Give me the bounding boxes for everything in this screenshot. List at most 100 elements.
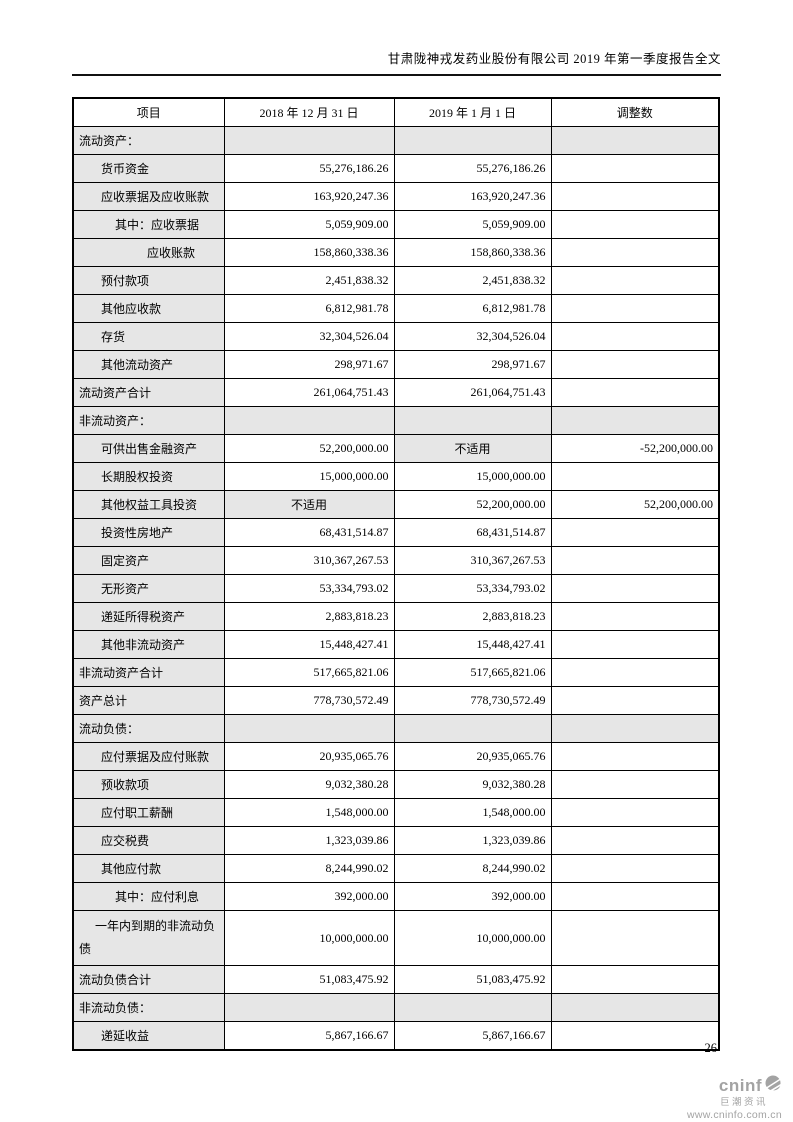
adjustment-value <box>550 210 720 239</box>
value-2019-01-01: 51,083,475.92 <box>393 965 552 994</box>
table-row: 非流动资产合计 517,665,821.06 517,665,821.06 <box>72 658 720 687</box>
item-label: 其他流动资产 <box>72 350 225 379</box>
adjustment-value <box>550 826 720 855</box>
value-2019-01-01: 15,000,000.00 <box>393 462 552 491</box>
item-label: 流动资产合计 <box>72 378 225 407</box>
item-label: 应交税费 <box>72 826 225 855</box>
adjustment-value <box>550 910 720 966</box>
value-2019-01-01: 55,276,186.26 <box>393 154 552 183</box>
header-title: 甘肃陇神戎发药业股份有限公司 2019 年第一季度报告全文 <box>387 52 721 66</box>
table-row: 应付职工薪酬 1,548,000.00 1,548,000.00 <box>72 798 720 827</box>
item-label: 流动负债： <box>72 714 225 743</box>
adjustment-value <box>550 154 720 183</box>
value-2018-12-31: 5,059,909.00 <box>223 210 395 239</box>
value-2019-01-01 <box>393 126 552 155</box>
adjustment-value <box>550 406 720 435</box>
value-2019-01-01: 2,451,838.32 <box>393 266 552 295</box>
value-2018-12-31: 5,867,166.67 <box>223 1021 395 1051</box>
cninfo-logo: cninf 巨潮资讯 www.cninfo.com.cn <box>687 1074 782 1120</box>
adjustment-value <box>550 238 720 267</box>
adjustment-value <box>550 182 720 211</box>
value-2018-12-31: 1,548,000.00 <box>223 798 395 827</box>
table-row: 递延收益 5,867,166.67 5,867,166.67 <box>72 1021 720 1051</box>
value-2019-01-01: 778,730,572.49 <box>393 686 552 715</box>
value-2018-12-31: 20,935,065.76 <box>223 742 395 771</box>
adjustment-value <box>550 658 720 687</box>
value-2019-01-01: 392,000.00 <box>393 882 552 911</box>
item-label: 递延收益 <box>72 1021 225 1051</box>
value-2019-01-01: 163,920,247.36 <box>393 182 552 211</box>
value-2018-12-31: 68,431,514.87 <box>223 518 395 547</box>
adjustment-value <box>550 574 720 603</box>
table-header-row: 项目 2018 年 12 月 31 日 2019 年 1 月 1 日 调整数 <box>72 97 720 127</box>
item-label: 流动负债合计 <box>72 965 225 994</box>
adjustment-value <box>550 126 720 155</box>
value-2018-12-31 <box>223 993 395 1022</box>
value-2018-12-31: 15,000,000.00 <box>223 462 395 491</box>
item-label: 应收账款 <box>72 238 225 267</box>
value-2018-12-31 <box>223 406 395 435</box>
adjustment-value <box>550 350 720 379</box>
item-label: 其中：应付利息 <box>72 882 225 911</box>
adjustment-value <box>550 714 720 743</box>
value-2018-12-31: 15,448,427.41 <box>223 630 395 659</box>
value-2018-12-31: 2,883,818.23 <box>223 602 395 631</box>
cninfo-brand-chinese: 巨潮资讯 <box>719 1097 768 1108</box>
table-row: 长期股权投资 15,000,000.00 15,000,000.00 <box>72 462 720 491</box>
value-2019-01-01: 32,304,526.04 <box>393 322 552 351</box>
item-label: 流动资产： <box>72 126 225 155</box>
table-row: 可供出售金融资产 52,200,000.00 不适用 -52,200,000.00 <box>72 434 720 463</box>
value-2018-12-31: 778,730,572.49 <box>223 686 395 715</box>
value-2018-12-31: 53,334,793.02 <box>223 574 395 603</box>
value-2019-01-01 <box>393 993 552 1022</box>
table-row: 应付票据及应付账款 20,935,065.76 20,935,065.76 <box>72 742 720 771</box>
adjustment-value <box>550 770 720 799</box>
value-2018-12-31 <box>223 714 395 743</box>
item-label: 可供出售金融资产 <box>72 434 225 463</box>
section-row: 流动负债： <box>72 714 720 743</box>
value-2018-12-31: 261,064,751.43 <box>223 378 395 407</box>
item-label: 其他非流动资产 <box>72 630 225 659</box>
item-label: 非流动资产： <box>72 406 225 435</box>
adjustment-value <box>550 965 720 994</box>
value-2019-01-01: 158,860,338.36 <box>393 238 552 267</box>
value-2019-01-01: 517,665,821.06 <box>393 658 552 687</box>
table-row: 存货 32,304,526.04 32,304,526.04 <box>72 322 720 351</box>
col-header-2018-12-31: 2018 年 12 月 31 日 <box>223 97 395 127</box>
adjustment-value <box>550 882 720 911</box>
item-label: 非流动负债： <box>72 993 225 1022</box>
value-2019-01-01: 68,431,514.87 <box>393 518 552 547</box>
value-2018-12-31: 1,323,039.86 <box>223 826 395 855</box>
value-2019-01-01: 52,200,000.00 <box>393 490 552 519</box>
table-row: 递延所得税资产 2,883,818.23 2,883,818.23 <box>72 602 720 631</box>
table-row: 其他流动资产 298,971.67 298,971.67 <box>72 350 720 379</box>
section-row: 非流动资产： <box>72 406 720 435</box>
table-row: 一年内到期的非流动负债 10,000,000.00 10,000,000.00 <box>72 910 720 966</box>
value-2019-01-01: 298,971.67 <box>393 350 552 379</box>
item-label: 应付职工薪酬 <box>72 798 225 827</box>
value-2018-12-31: 52,200,000.00 <box>223 434 395 463</box>
table-row: 固定资产 310,367,267.53 310,367,267.53 <box>72 546 720 575</box>
document-header: 甘肃陇神戎发药业股份有限公司 2019 年第一季度报告全文 <box>72 48 721 76</box>
adjustment-value <box>550 854 720 883</box>
col-header-item: 项目 <box>72 97 225 127</box>
table-row: 流动资产合计 261,064,751.43 261,064,751.43 <box>72 378 720 407</box>
item-label: 非流动资产合计 <box>72 658 225 687</box>
adjustment-value <box>550 378 720 407</box>
table-row: 预付款项 2,451,838.32 2,451,838.32 <box>72 266 720 295</box>
value-2019-01-01: 261,064,751.43 <box>393 378 552 407</box>
value-2018-12-31: 392,000.00 <box>223 882 395 911</box>
adjustment-value: 52,200,000.00 <box>550 490 720 519</box>
value-2019-01-01: 1,548,000.00 <box>393 798 552 827</box>
item-label: 预付款项 <box>72 266 225 295</box>
adjustment-value <box>550 518 720 547</box>
value-2019-01-01 <box>393 406 552 435</box>
value-2019-01-01: 2,883,818.23 <box>393 602 552 631</box>
value-2019-01-01: 5,059,909.00 <box>393 210 552 239</box>
col-header-adjustment: 调整数 <box>550 97 720 127</box>
value-2018-12-31: 2,451,838.32 <box>223 266 395 295</box>
value-2018-12-31: 55,276,186.26 <box>223 154 395 183</box>
value-2018-12-31: 51,083,475.92 <box>223 965 395 994</box>
table-row: 其他应收款 6,812,981.78 6,812,981.78 <box>72 294 720 323</box>
